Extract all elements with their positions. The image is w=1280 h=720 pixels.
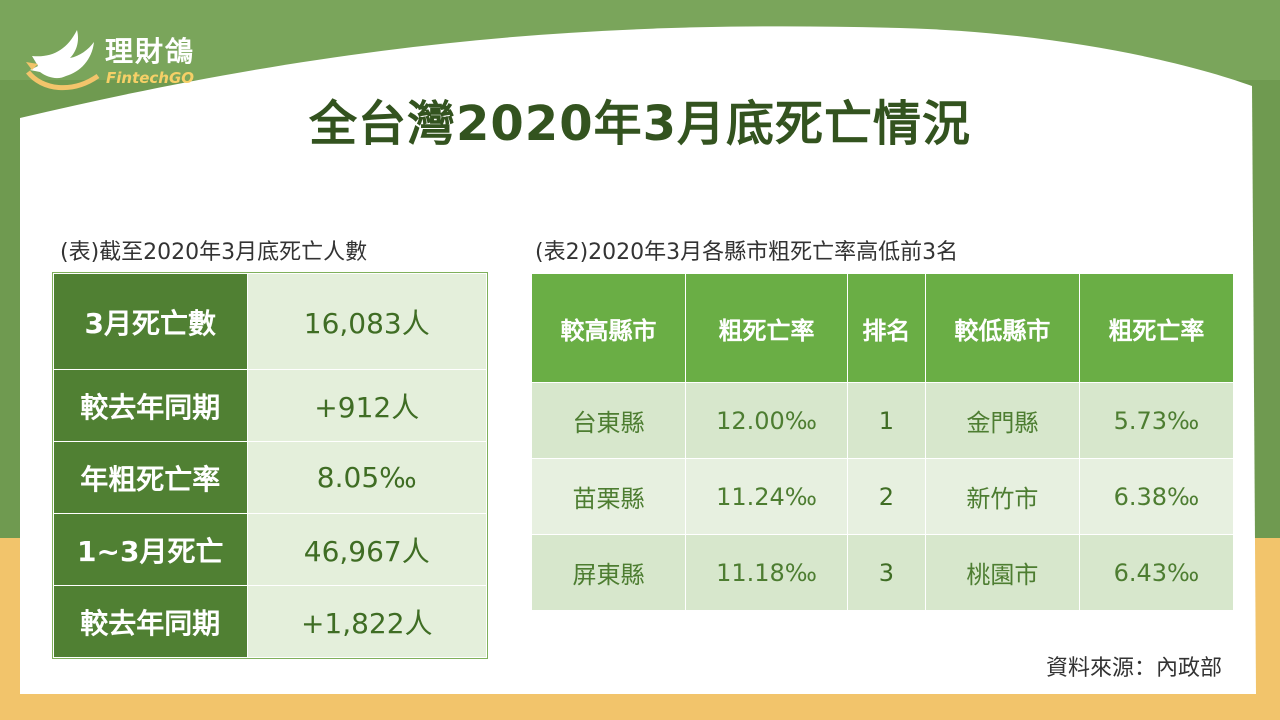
row-label: 3月死亡數 (53, 273, 248, 370)
table-row: 1~3月死亡 46,967人 (53, 513, 488, 586)
table-row: 較去年同期 +1,822人 (53, 585, 488, 658)
row-value: 8.05‰ (246, 441, 488, 514)
row-label: 較去年同期 (53, 585, 248, 658)
logo-name-cn: 理財鴿 (105, 35, 196, 68)
logo (22, 20, 212, 100)
header-high-rate: 粗死亡率 (685, 273, 848, 383)
table-row: 苗栗縣 11.24‰ 2 新竹市 6.38‰ (530, 458, 1235, 535)
header-low-county: 較低縣市 (924, 273, 1080, 383)
header-high-county: 較高縣市 (530, 273, 687, 383)
header-rank: 排名 (846, 273, 926, 383)
row-label: 年粗死亡率 (53, 441, 248, 514)
low-rate: 5.73‰ (1078, 382, 1235, 459)
high-county: 屏東縣 (530, 534, 687, 611)
low-county: 新竹市 (924, 458, 1080, 535)
low-county: 金門縣 (924, 382, 1080, 459)
high-county: 苗栗縣 (530, 458, 687, 535)
header-low-rate: 粗死亡率 (1078, 273, 1235, 383)
row-label: 1~3月死亡 (53, 513, 248, 586)
table2-caption: (表2)2020年3月各縣市粗死亡率高低前3名 (535, 240, 959, 265)
logo-name-en: FintechGO (106, 69, 195, 87)
high-rate: 11.24‰ (685, 458, 848, 535)
row-value: 46,967人 (246, 513, 488, 586)
table-row: 較去年同期 +912人 (53, 369, 488, 442)
table-header-row: 較高縣市 粗死亡率 排名 較低縣市 粗死亡率 (530, 273, 1235, 383)
death-count-table: 3月死亡數 16,083人 較去年同期 +912人 年粗死亡率 8.05‰ 1~… (52, 272, 488, 659)
dove-icon (26, 30, 100, 91)
data-source: 資料來源：內政部 (1045, 656, 1222, 681)
rank: 1 (846, 382, 926, 459)
high-county: 台東縣 (530, 382, 687, 459)
low-rate: 6.38‰ (1078, 458, 1235, 535)
rank: 3 (846, 534, 926, 611)
table1-caption: (表)截至2020年3月底死亡人數 (60, 240, 368, 265)
low-county: 桃園市 (924, 534, 1080, 611)
row-label: 較去年同期 (53, 369, 248, 442)
low-rate: 6.43‰ (1078, 534, 1235, 611)
table-row: 台東縣 12.00‰ 1 金門縣 5.73‰ (530, 382, 1235, 459)
table-row: 屏東縣 11.18‰ 3 桃園市 6.43‰ (530, 534, 1235, 611)
rank: 2 (846, 458, 926, 535)
high-rate: 12.00‰ (685, 382, 848, 459)
row-value: +1,822人 (246, 585, 488, 658)
high-rate: 11.18‰ (685, 534, 848, 611)
table-row: 3月死亡數 16,083人 (53, 273, 488, 370)
table-row: 年粗死亡率 8.05‰ (53, 441, 488, 514)
row-value: 16,083人 (246, 273, 488, 370)
page-title: 全台灣2020年3月底死亡情況 (309, 96, 971, 152)
county-rate-table: 較高縣市 粗死亡率 排名 較低縣市 粗死亡率 台東縣 12.00‰ 1 金門縣 … (530, 273, 1235, 611)
row-value: +912人 (246, 369, 488, 442)
